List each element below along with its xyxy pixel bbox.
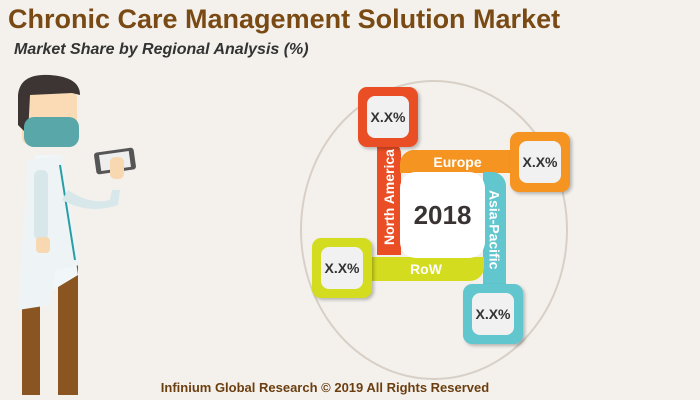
doctor-illustration [18, 74, 136, 395]
europe-bar: Europe [400, 150, 515, 173]
row-value-box: X.X% [312, 238, 372, 298]
row-value: X.X% [321, 247, 363, 289]
asia-pacific-label: Asia-Pacific [486, 189, 503, 270]
chart-circle [300, 80, 568, 380]
year-box: 2018 [400, 172, 485, 258]
asia-pacific-bar: Asia-Pacific [483, 172, 506, 287]
row-label: RoW [410, 261, 442, 277]
north-america-value-box: X.X% [358, 87, 418, 147]
europe-value-box: X.X% [510, 132, 570, 192]
north-america-value: X.X% [367, 96, 409, 138]
europe-value: X.X% [519, 141, 561, 183]
subtitle: Market Share by Regional Analysis (%) [14, 41, 309, 58]
footer-copyright: Infinium Global Research © 2019 All Righ… [160, 380, 490, 395]
asia-pacific-value-box: X.X% [463, 284, 523, 344]
row-bar: RoW [368, 257, 484, 281]
asia-pacific-value: X.X% [472, 293, 514, 335]
north-america-label: North America [381, 149, 397, 246]
north-america-bar: North America [377, 140, 401, 255]
page-title: Chronic Care Management Solution Market [8, 4, 561, 34]
europe-label: Europe [433, 153, 482, 170]
